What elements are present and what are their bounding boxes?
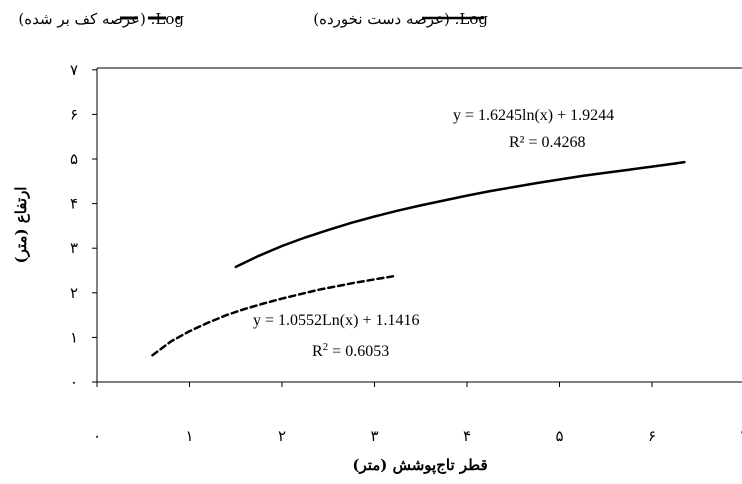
y-tick-label: ۵: [70, 150, 78, 168]
trendline-solid: [234, 160, 686, 269]
y-tick-label: ۲: [70, 284, 78, 302]
r2-dashed: R2 = 0.6053: [312, 341, 389, 360]
x-axis-title: قطر تاج‌پوشش (متر): [352, 456, 487, 475]
x-tick-label: ۷: [740, 427, 742, 445]
trendline-dashed: [151, 275, 395, 357]
equation-solid: y = 1.6245ln(x) + 1.9244: [453, 107, 614, 124]
y-axis-title: ارتفاع (متر): [12, 187, 30, 264]
r2-dashed-r: R: [312, 343, 323, 360]
y-tick-label: ۰: [70, 373, 78, 391]
x-tick-label: ۱: [185, 427, 193, 445]
r2-dashed-sup: 2: [323, 341, 329, 353]
r2-dashed-value: = 0.6053: [328, 343, 389, 360]
y-tick-label: ۴: [70, 195, 78, 213]
y-tick-label: ۱: [70, 328, 78, 346]
legend-label-dashed: Log. (عرصه کف بر شده): [18, 10, 184, 28]
y-tick-label: ۳: [70, 239, 78, 257]
x-tick-label: ۲: [278, 427, 286, 445]
y-tick-label: ۶: [70, 105, 78, 123]
x-tick-label: ۰: [93, 427, 101, 445]
x-tick-label: ۴: [463, 427, 471, 445]
legend-label-solid: Log. (عرصه دست نخورده): [313, 10, 488, 28]
curves: [151, 160, 686, 357]
x-tick-label: ۶: [648, 427, 656, 445]
r2-solid: R² = 0.4268: [509, 134, 586, 151]
ticks: ۰ ۱ ۲ ۳ ۴ ۵ ۶ ۷ ۰ ۱ ۲ ۳ ۴ ۵ ۶ ۷: [70, 61, 742, 445]
equation-dashed: y = 1.0552Ln(x) + 1.1416: [253, 312, 419, 329]
legend: Log. (عرصه کف بر شده) Log. (عرصه دست نخو…: [18, 10, 488, 28]
x-tick-label: ۵: [555, 427, 563, 445]
y-tick-label: ۷: [70, 61, 78, 79]
x-tick-label: ۳: [370, 427, 378, 445]
